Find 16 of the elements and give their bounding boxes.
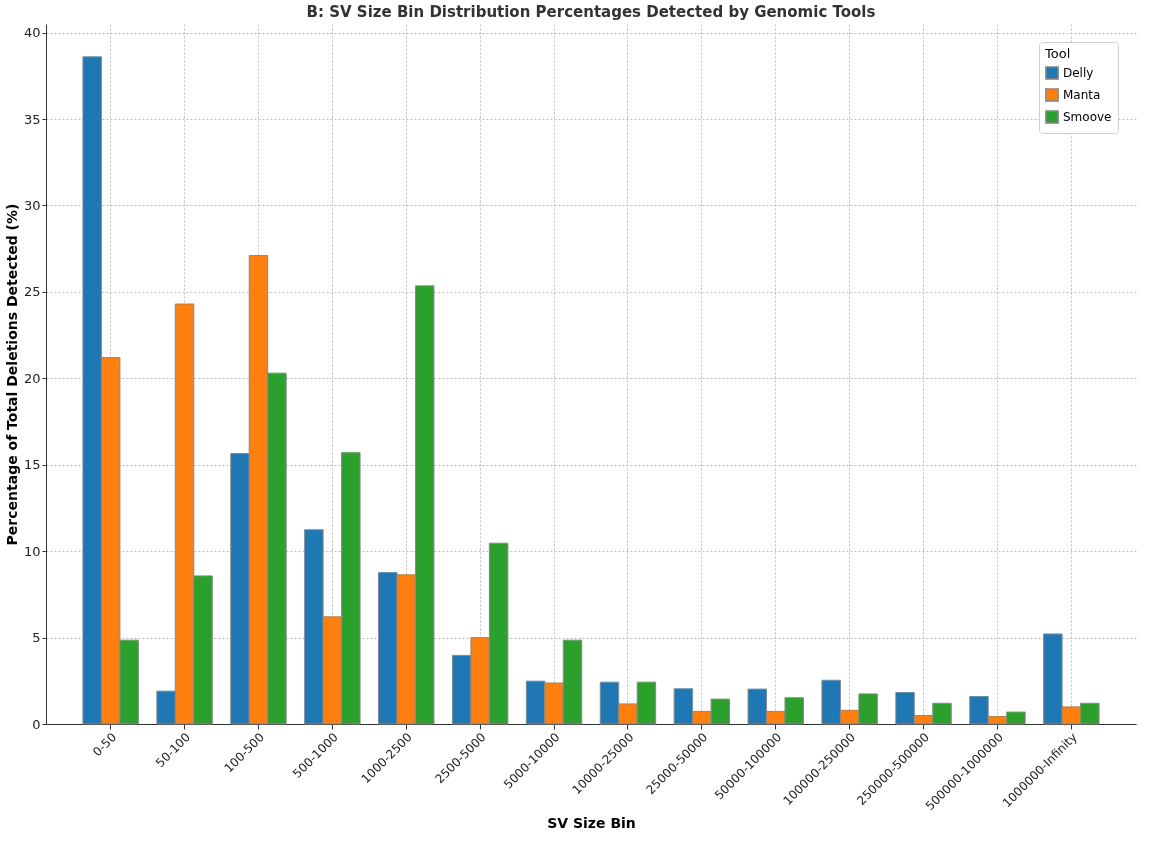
y-tick-label: 40	[23, 25, 41, 41]
y-tick-label: 35	[23, 111, 41, 127]
chart-title: B: SV Size Bin Distribution Percentages Detected by Genomic Tools	[306, 3, 876, 21]
y-tick-label: 15	[23, 457, 41, 473]
y-tick-label: 20	[23, 370, 41, 386]
x-axis-title: SV Size Bin	[547, 814, 636, 831]
y-tick-label: 0	[32, 716, 41, 732]
y-tick-label: 10	[23, 543, 41, 559]
legend-label: Smoove	[1063, 110, 1112, 124]
y-tick-label: 5	[32, 630, 41, 646]
legend-label: Delly	[1063, 66, 1094, 80]
legend-title: Tool	[1044, 46, 1071, 61]
y-tick-label: 30	[23, 197, 41, 213]
legend-label: Manta	[1063, 88, 1101, 102]
y-axis-title: Percentage of Total Deletions Detected (%)	[3, 203, 20, 546]
y-tick-label: 25	[23, 284, 41, 300]
